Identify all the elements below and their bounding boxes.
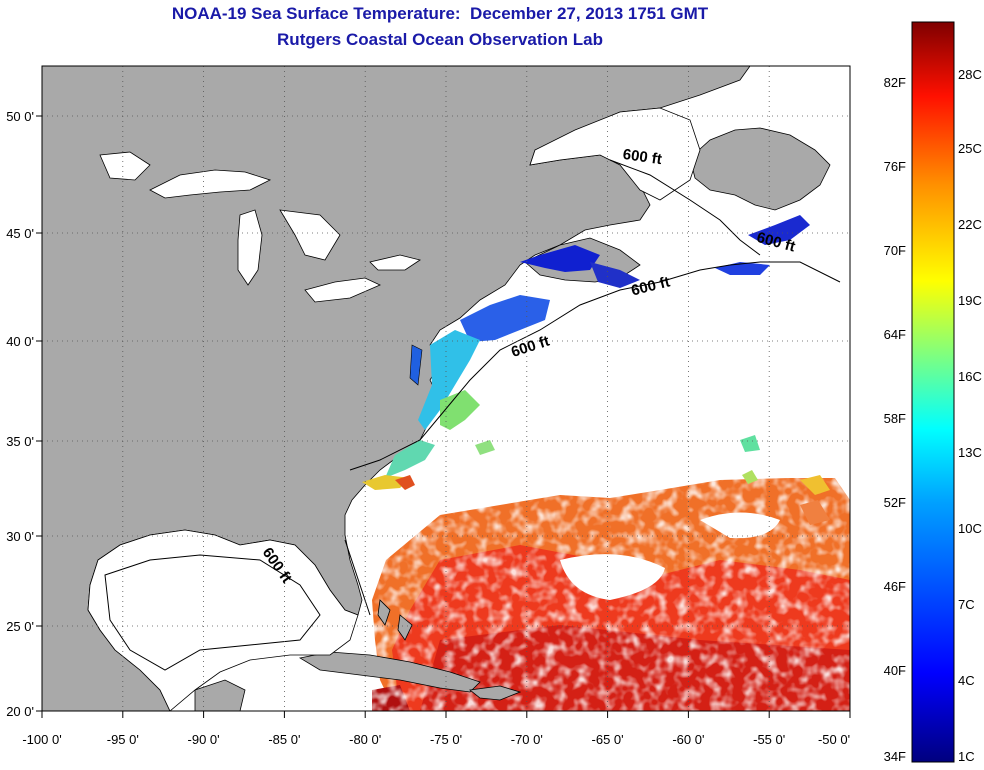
longitude-axis: -100 0' -95 0' -90 0' -85 0' -80 0' -75 0' -70… [22,711,851,747]
colorbar-celsius-labels: 28C 25C 22C 19C 16C 13C 10C 7C 4C 1C [958,67,982,764]
contour-label-stlawrence: 600 ft [622,146,663,168]
colorbar-f-label: 58F [884,411,906,426]
lon-tick-label: -60 0' [672,732,704,747]
colorbar-f-label: 34F [884,749,906,764]
lat-tick-label: 50 0' [6,109,34,124]
lon-tick-label: -50 0' [818,732,850,747]
lon-tick-label: -80 0' [349,732,381,747]
colorbar-f-label: 52F [884,495,906,510]
colorbar-c-label: 25C [958,141,982,156]
isobath-600ft-gulf [104,554,321,671]
colorbar-f-label: 70F [884,243,906,258]
gulf-of-st-lawrence [529,107,701,201]
colorbar-c-label: 19C [958,293,982,308]
lon-tick-label: -65 0' [592,732,624,747]
isobath-600ft-stlawrence [609,159,761,256]
colorbar-f-label: 40F [884,663,906,678]
lat-tick-label: 30 0' [6,529,34,544]
chesapeake-bay [409,344,423,386]
colorbar [911,21,955,763]
colorbar-c-label: 22C [958,217,982,232]
map-layers [42,66,850,711]
great-lakes [99,151,421,303]
lon-tick-label: -55 0' [753,732,785,747]
map-title-line2: Rutgers Coastal Ocean Observation Lab [277,30,603,49]
colorbar-c-label: 28C [958,67,982,82]
colorbar-f-label: 46F [884,579,906,594]
colorbar-f-label: 64F [884,327,906,342]
lat-tick-label: 35 0' [6,434,34,449]
lat-tick-label: 20 0' [6,704,34,719]
colorbar-c-label: 10C [958,521,982,536]
sst-warm-field [370,470,850,711]
isobath-600ft-atlantic [349,261,841,471]
lon-tick-label: -95 0' [107,732,139,747]
gulf-of-mexico [87,529,359,711]
lon-tick-label: -75 0' [430,732,462,747]
lon-tick-label: -90 0' [188,732,220,747]
colorbar-fahrenheit-labels: 82F 76F 70F 64F 58F 52F 46F 40F 34F [884,75,906,764]
colorbar-c-label: 1C [958,749,975,764]
colorbar-c-label: 7C [958,597,975,612]
colorbar-c-label: 4C [958,673,975,688]
colorbar-c-label: 16C [958,369,982,384]
lat-tick-label: 45 0' [6,226,34,241]
map-title-line1: NOAA-19 Sea Surface Temperature: Decembe… [171,4,709,23]
lat-tick-label: 40 0' [6,334,34,349]
lat-tick-label: 25 0' [6,619,34,634]
colorbar-f-label: 82F [884,75,906,90]
colorbar-f-label: 76F [884,159,906,174]
lon-tick-label: -85 0' [268,732,300,747]
latitude-axis: 50 0' 45 0' 40 0' 35 0' 30 0' 25 0' 20 0' [6,109,42,719]
colorbar-c-label: 13C [958,445,982,460]
lon-tick-label: -100 0' [22,732,61,747]
lon-tick-label: -70 0' [511,732,543,747]
isobath-600ft-florida [344,539,371,616]
